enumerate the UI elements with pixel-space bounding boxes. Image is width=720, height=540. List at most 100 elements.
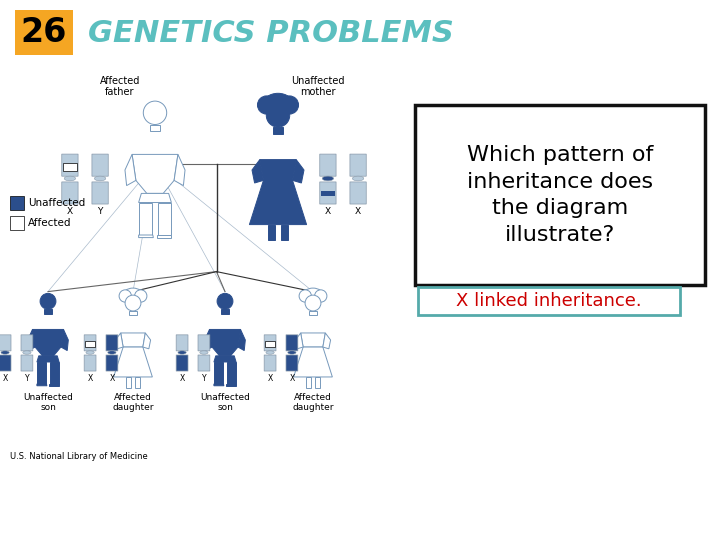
Text: X: X bbox=[179, 374, 185, 383]
Text: X: X bbox=[325, 207, 331, 216]
Polygon shape bbox=[158, 202, 171, 235]
Polygon shape bbox=[150, 125, 160, 131]
FancyBboxPatch shape bbox=[176, 355, 188, 371]
FancyBboxPatch shape bbox=[286, 355, 298, 371]
FancyBboxPatch shape bbox=[176, 335, 188, 351]
FancyBboxPatch shape bbox=[350, 154, 366, 176]
Polygon shape bbox=[214, 356, 236, 362]
Polygon shape bbox=[323, 333, 330, 349]
Polygon shape bbox=[294, 347, 333, 377]
Polygon shape bbox=[121, 333, 145, 347]
Polygon shape bbox=[301, 333, 325, 347]
Bar bbox=[85, 341, 95, 347]
Circle shape bbox=[305, 295, 321, 311]
Text: X linked inheritance.: X linked inheritance. bbox=[456, 292, 642, 310]
Polygon shape bbox=[222, 309, 228, 314]
Circle shape bbox=[280, 96, 299, 114]
Text: 26: 26 bbox=[21, 17, 67, 50]
Polygon shape bbox=[281, 225, 289, 240]
Polygon shape bbox=[49, 384, 59, 386]
Circle shape bbox=[266, 104, 289, 127]
Text: Unaffected
son: Unaffected son bbox=[23, 393, 73, 412]
Polygon shape bbox=[139, 202, 152, 235]
Text: U.S. National Library of Medicine: U.S. National Library of Medicine bbox=[10, 452, 148, 461]
Circle shape bbox=[299, 290, 312, 302]
FancyBboxPatch shape bbox=[15, 10, 73, 55]
Text: Y: Y bbox=[202, 374, 206, 383]
Circle shape bbox=[258, 96, 276, 114]
Polygon shape bbox=[226, 384, 236, 386]
Ellipse shape bbox=[178, 351, 186, 354]
FancyBboxPatch shape bbox=[415, 105, 705, 285]
FancyBboxPatch shape bbox=[106, 335, 118, 351]
Polygon shape bbox=[174, 154, 185, 186]
Circle shape bbox=[135, 290, 147, 302]
Polygon shape bbox=[238, 329, 246, 350]
FancyBboxPatch shape bbox=[0, 355, 11, 371]
Circle shape bbox=[315, 290, 327, 302]
FancyBboxPatch shape bbox=[84, 335, 96, 351]
Circle shape bbox=[119, 290, 132, 302]
Text: Affected
daughter: Affected daughter bbox=[112, 393, 154, 412]
Bar bbox=[0, 361, 10, 366]
Polygon shape bbox=[306, 377, 311, 388]
FancyBboxPatch shape bbox=[92, 154, 108, 176]
Polygon shape bbox=[260, 160, 296, 180]
Polygon shape bbox=[27, 329, 35, 350]
Text: X: X bbox=[289, 374, 294, 383]
Text: Y: Y bbox=[97, 207, 103, 216]
Polygon shape bbox=[125, 154, 136, 186]
Text: X: X bbox=[355, 207, 361, 216]
Bar bbox=[10, 196, 24, 210]
FancyBboxPatch shape bbox=[286, 335, 298, 351]
Polygon shape bbox=[135, 377, 140, 388]
Polygon shape bbox=[139, 235, 153, 238]
Text: Affected
daughter: Affected daughter bbox=[292, 393, 334, 412]
FancyBboxPatch shape bbox=[264, 335, 276, 351]
Ellipse shape bbox=[86, 351, 94, 354]
FancyBboxPatch shape bbox=[21, 335, 33, 351]
Ellipse shape bbox=[262, 93, 294, 117]
Polygon shape bbox=[130, 311, 137, 315]
Text: X: X bbox=[87, 374, 93, 383]
Polygon shape bbox=[37, 362, 46, 384]
FancyBboxPatch shape bbox=[62, 182, 78, 204]
Polygon shape bbox=[115, 333, 123, 349]
FancyBboxPatch shape bbox=[106, 355, 118, 371]
Polygon shape bbox=[252, 160, 264, 183]
Polygon shape bbox=[37, 384, 47, 386]
Text: X: X bbox=[2, 374, 8, 383]
Polygon shape bbox=[157, 235, 171, 238]
Ellipse shape bbox=[64, 176, 76, 181]
Text: Affected: Affected bbox=[28, 218, 71, 228]
Polygon shape bbox=[204, 329, 212, 350]
Polygon shape bbox=[139, 193, 171, 202]
Circle shape bbox=[40, 293, 56, 309]
Text: X: X bbox=[267, 374, 273, 383]
Polygon shape bbox=[315, 377, 320, 388]
Circle shape bbox=[125, 295, 141, 311]
Polygon shape bbox=[249, 180, 307, 225]
Text: Unaffected
mother: Unaffected mother bbox=[292, 76, 345, 97]
FancyBboxPatch shape bbox=[418, 287, 680, 315]
Polygon shape bbox=[37, 356, 59, 362]
Text: X: X bbox=[109, 374, 114, 383]
Bar bbox=[63, 163, 77, 171]
Polygon shape bbox=[45, 309, 52, 314]
Text: Y: Y bbox=[24, 374, 30, 383]
Text: Unaffected
son: Unaffected son bbox=[200, 393, 250, 412]
FancyBboxPatch shape bbox=[62, 154, 78, 176]
FancyBboxPatch shape bbox=[264, 355, 276, 371]
Bar bbox=[321, 191, 335, 196]
Ellipse shape bbox=[288, 351, 296, 354]
Text: Which pattern of
inheritance does
the diagram
illustrate?: Which pattern of inheritance does the di… bbox=[467, 145, 653, 245]
Text: Unaffected: Unaffected bbox=[28, 198, 85, 208]
Bar bbox=[10, 216, 24, 230]
Polygon shape bbox=[61, 329, 68, 350]
Polygon shape bbox=[50, 362, 59, 384]
Text: GENETICS PROBLEMS: GENETICS PROBLEMS bbox=[88, 19, 454, 49]
FancyBboxPatch shape bbox=[198, 335, 210, 351]
Polygon shape bbox=[114, 347, 153, 377]
FancyBboxPatch shape bbox=[350, 182, 366, 204]
FancyBboxPatch shape bbox=[84, 355, 96, 371]
